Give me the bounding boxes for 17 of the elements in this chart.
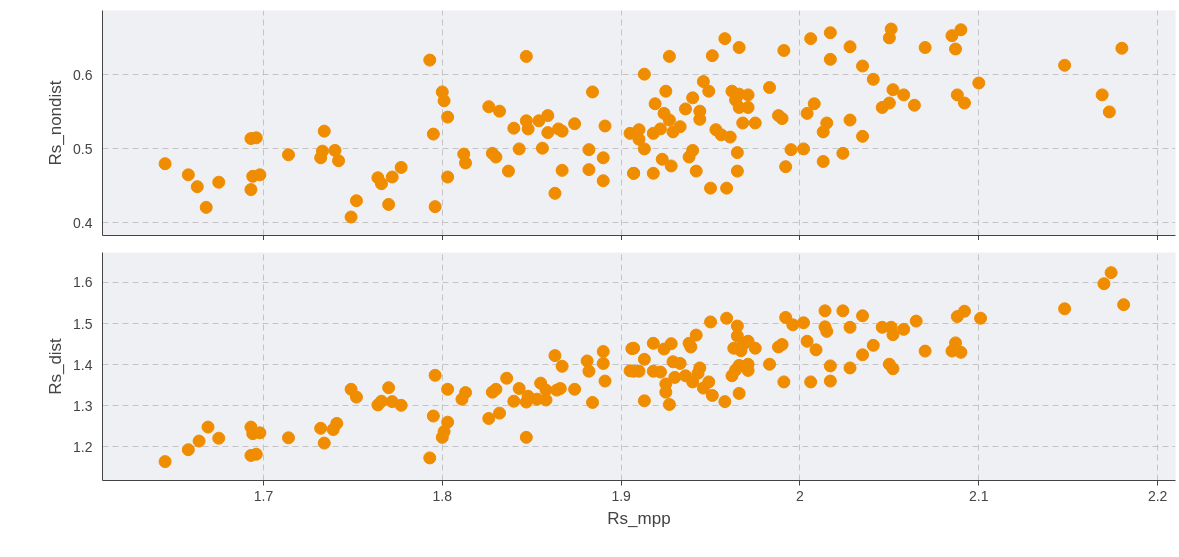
y-tick-label: 1.6: [73, 274, 93, 291]
x-tick-label: 2: [796, 487, 805, 504]
x-tick-label: 2.2: [1147, 487, 1168, 504]
x-axis-title: Rs_mpp: [607, 508, 671, 528]
x-tick-label: 2.1: [969, 487, 989, 504]
x-tick-label: 1.7: [253, 487, 274, 504]
y-tick-label: 0.6: [73, 66, 93, 83]
y-tick-label: 1.4: [73, 356, 93, 373]
x-tick-label: 1.9: [611, 487, 632, 504]
y-tick-label: 0.5: [73, 140, 93, 157]
y-axis-title: Rs_nondist: [46, 80, 66, 166]
y-tick-label: 1.3: [73, 397, 93, 414]
y-tick-label: 1.5: [73, 315, 93, 332]
y-axis-title: Rs_dist: [46, 337, 66, 395]
x-tick-label: 1.8: [432, 487, 453, 504]
y-tick-label: 1.2: [73, 438, 93, 455]
y-tick-label: 0.4: [73, 214, 93, 231]
